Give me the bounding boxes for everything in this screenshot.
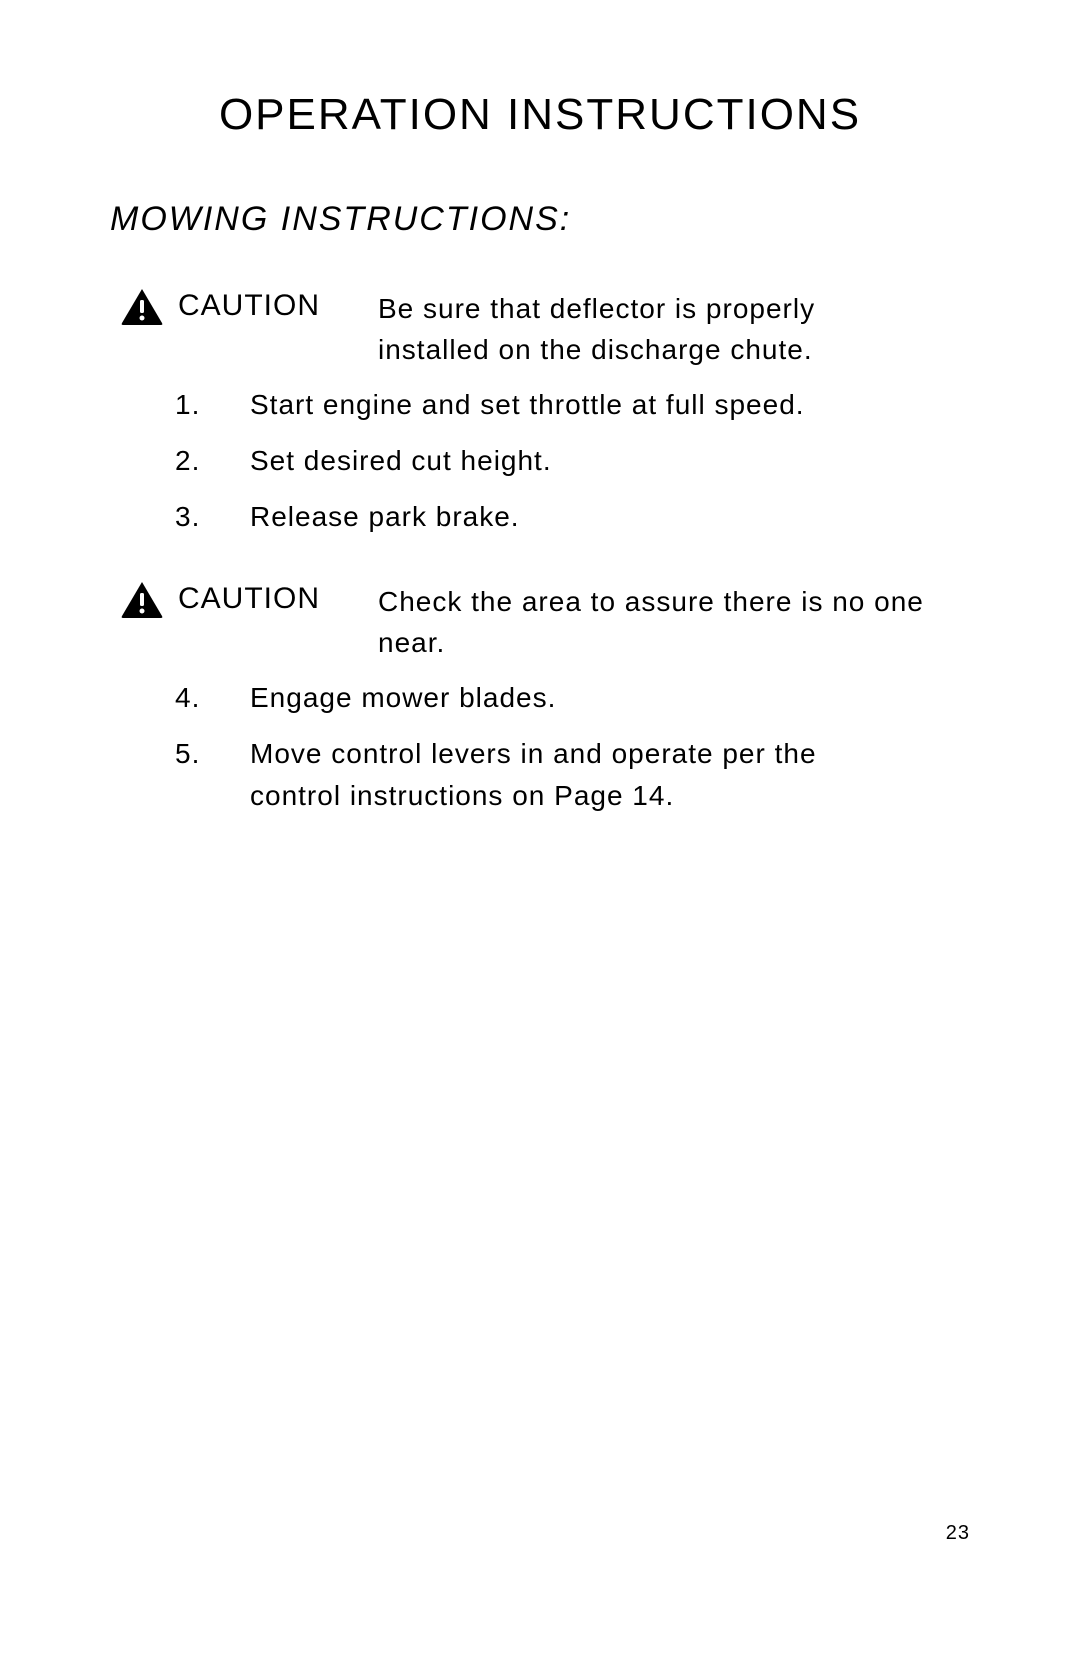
caution-label-1: CAUTION — [178, 289, 378, 323]
warning-icon — [120, 580, 164, 620]
step-number: 4. — [175, 677, 250, 719]
step-number: 1. — [175, 384, 250, 426]
warning-icon — [120, 287, 164, 327]
step-text: Set desired cut height. — [250, 440, 930, 482]
caution-row-1: CAUTION Be sure that deflector is proper… — [175, 289, 930, 370]
caution-text-1: Be sure that deflector is properly insta… — [378, 289, 930, 370]
content-block-2: CAUTION Check the area to assure there i… — [175, 582, 930, 817]
page-title: OPERATION INSTRUCTIONS — [90, 90, 990, 140]
step-row: 4. Engage mower blades. — [175, 677, 930, 719]
caution-text-2: Check the area to assure there is no one… — [378, 582, 930, 663]
step-row: 3. Release park brake. — [175, 496, 930, 538]
page-number: 23 — [946, 1522, 970, 1545]
step-number: 3. — [175, 496, 250, 538]
step-text: Engage mower blades. — [250, 677, 930, 719]
step-text: Start engine and set throttle at full sp… — [250, 384, 930, 426]
step-row: 1. Start engine and set throttle at full… — [175, 384, 930, 426]
step-text: Release park brake. — [250, 496, 930, 538]
content-block-1: CAUTION Be sure that deflector is proper… — [175, 289, 930, 538]
caution-row-2: CAUTION Check the area to assure there i… — [175, 582, 930, 663]
step-row: 2. Set desired cut height. — [175, 440, 930, 482]
caution-label-2: CAUTION — [178, 582, 378, 616]
step-row: 5. Move control levers in and operate pe… — [175, 733, 930, 817]
step-number: 2. — [175, 440, 250, 482]
section-title: MOWING INSTRUCTIONS: — [110, 200, 990, 239]
step-number: 5. — [175, 733, 250, 775]
step-text: Move control levers in and operate per t… — [250, 733, 930, 817]
